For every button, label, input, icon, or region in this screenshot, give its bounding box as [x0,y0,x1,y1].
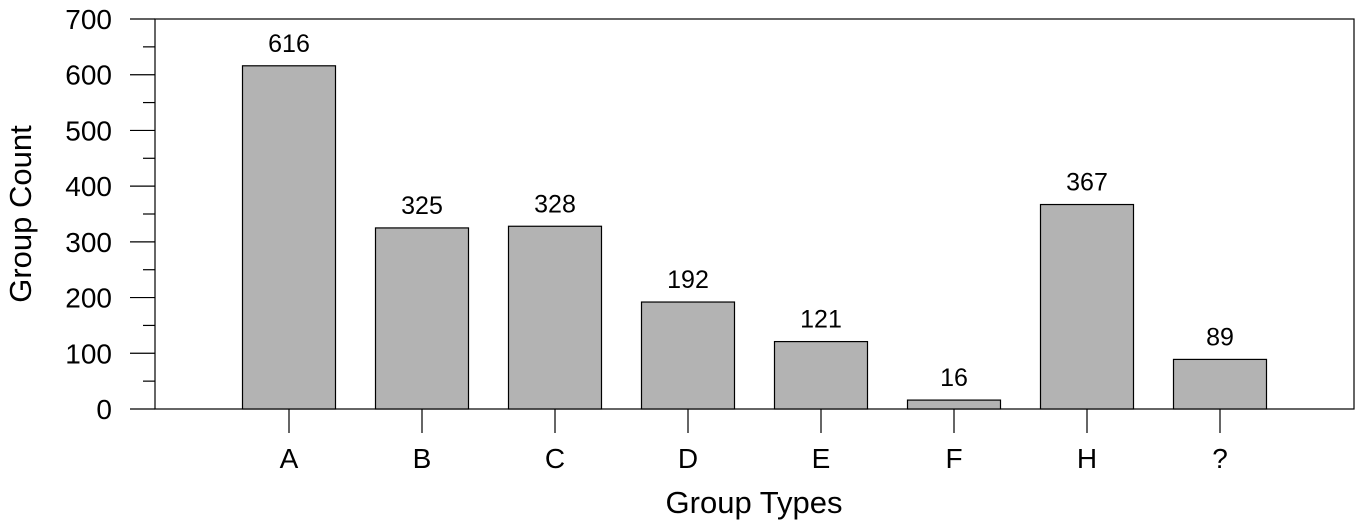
bar-f [906,399,1002,410]
bar-c [507,225,603,410]
x-tick-label: D [678,443,698,474]
bar-b [374,227,470,410]
x-tick-label: H [1077,443,1097,474]
y-tick-label: 500 [65,115,112,146]
x-tick-label: F [945,443,962,474]
bar-value-label: 16 [940,364,968,392]
bar-value-label: 367 [1066,169,1108,197]
x-axis: A B C D E F H? [280,409,1228,474]
y-tick-label: 600 [65,60,112,91]
x-tick-label: A [280,443,299,474]
x-tick-label: B [413,443,432,474]
bar-value-label: 89 [1206,323,1234,351]
bars: 616 325 328 192 121 16 367 89 [241,30,1268,410]
x-tick-label: E [812,443,831,474]
bar-d [640,301,736,410]
x-tick-label: C [545,443,565,474]
bar-value-label: 192 [667,266,709,294]
y-tick-label: 700 [65,4,112,35]
y-axis: 0 100 200 300 400 500 600 700 [65,4,155,425]
bar-unknown [1172,358,1268,410]
bar-a [241,65,337,410]
x-axis-label: Group Types [666,485,843,520]
y-tick-label: 100 [65,338,112,369]
bar-value-label: 328 [534,190,576,218]
y-tick-label: 0 [96,394,112,425]
x-tick-label: ? [1212,443,1228,474]
y-axis-label: Group Count [3,125,38,303]
y-tick-label: 200 [65,283,112,314]
y-tick-label: 400 [65,171,112,202]
bar-e [773,340,869,410]
bar-value-label: 121 [800,306,842,334]
y-tick-label: 300 [65,227,112,258]
bar-h [1039,203,1135,410]
bar-value-label: 325 [401,192,443,220]
bar-value-label: 616 [268,30,310,58]
